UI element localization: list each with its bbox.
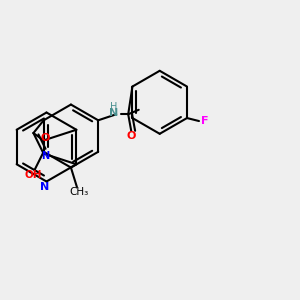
Text: CH₃: CH₃ xyxy=(70,188,89,197)
Text: OH: OH xyxy=(24,170,42,180)
Text: N: N xyxy=(41,151,49,161)
Text: O: O xyxy=(40,133,50,143)
Text: H: H xyxy=(110,102,117,112)
Text: F: F xyxy=(201,116,208,126)
Text: N: N xyxy=(109,108,118,118)
Text: N: N xyxy=(40,182,50,193)
Text: O: O xyxy=(127,131,136,141)
